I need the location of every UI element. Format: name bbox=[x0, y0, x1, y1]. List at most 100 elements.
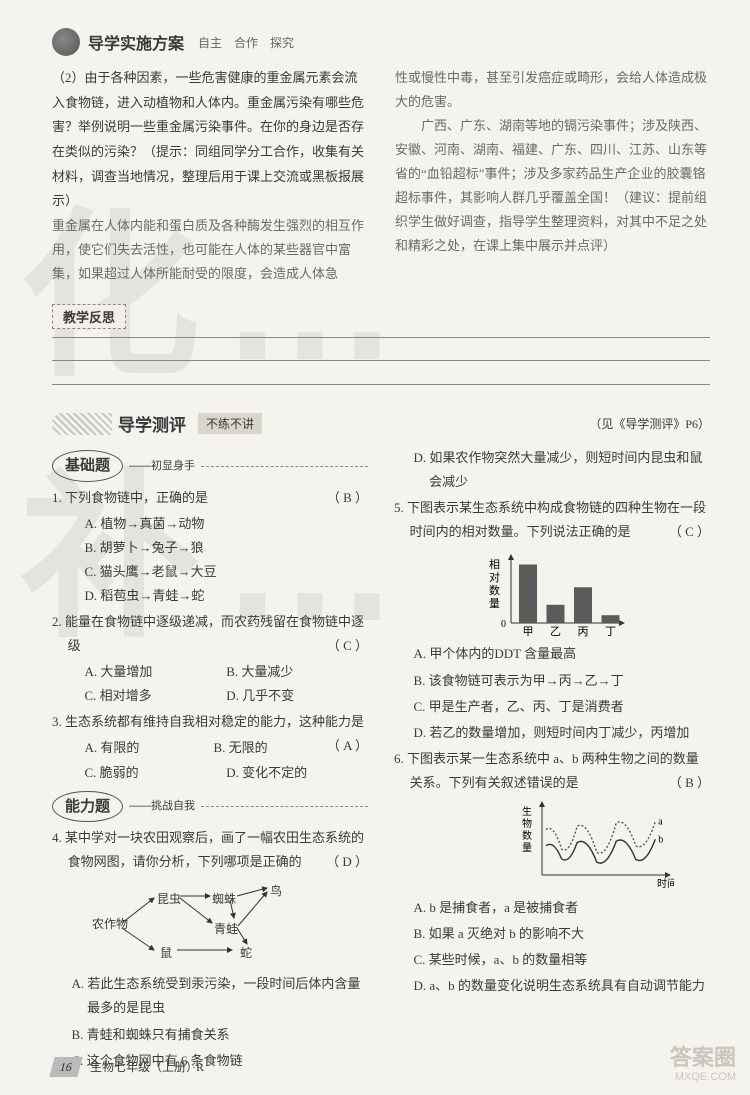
svg-text:时间: 时间 bbox=[657, 877, 674, 890]
banner-ref: （见《导学测评》P6） bbox=[589, 415, 710, 432]
q5-bar-chart: 相对数量0 甲 乙 丙 丁 bbox=[477, 548, 627, 638]
top-right-note2: 广西、广东、湖南等地的镉污染事件；涉及陕西、安徽、河南、湖南、福建、广东、四川、… bbox=[395, 114, 710, 258]
svg-text:数: 数 bbox=[522, 829, 532, 842]
q3-opt-c: C. 脆弱的 bbox=[85, 761, 227, 785]
reflect-line-1 bbox=[52, 337, 710, 361]
group-ability-header: 能力题 ——挑战自我 bbox=[52, 791, 368, 823]
q2-answer: （ C ） bbox=[342, 634, 368, 658]
q5-opt-d: D. 若乙的数量增加，则短时间内丁减少，丙增加 bbox=[414, 721, 711, 745]
q5-opts: A. 甲个体内的DDT 含量最高 B. 该食物链可表示为甲→丙→乙→丁 C. 甲… bbox=[394, 642, 710, 744]
right-col: D. 如果农作物突然大量减少，则短时间内昆虫和鼠会减少 5. 下图表示某生态系统… bbox=[394, 444, 710, 1074]
q3-opt-d: D. 变化不定的 bbox=[226, 761, 368, 785]
svg-text:对: 对 bbox=[489, 570, 500, 584]
group-ability-sub: ——挑战自我 bbox=[129, 796, 195, 816]
svg-text:乙: 乙 bbox=[550, 625, 561, 638]
corner-logo-small: MXQE.COM bbox=[670, 1071, 736, 1084]
line-chart-svg: 生物数量时间 ab bbox=[514, 797, 674, 892]
top-left-note: 重金属在人体内能和蛋白质及各种酶发生强烈的相互作用，使它们失去活性，也可能在人体… bbox=[52, 214, 367, 286]
group-basic-title: 基础题 bbox=[52, 450, 123, 482]
q4-opt-a: A. 若此生态系统受到汞污染，一段时间后体内含量最多的是昆虫 bbox=[72, 972, 369, 1020]
svg-text:0: 0 bbox=[501, 619, 506, 630]
group-basic-sub: ——初显身手 bbox=[129, 456, 195, 476]
svg-text:物: 物 bbox=[522, 817, 532, 830]
group-basic-header: 基础题 ——初显身手 bbox=[52, 450, 368, 482]
q3-stem: 3. 生态系统都有维持自我相对稳定的能力，这种能力是 （ A ） bbox=[52, 710, 368, 734]
page-number: 16 bbox=[49, 1057, 82, 1077]
q2-text: 2. 能量在食物链中逐级递减，而农药残留在食物链中逐级 bbox=[52, 614, 364, 653]
q1-text: 1. 下列食物链中，正确的是 bbox=[52, 490, 208, 505]
banner-title: 导学测评 bbox=[118, 411, 186, 436]
q6-answer: （ B ） bbox=[684, 771, 710, 795]
q6-opt-b: B. 如果 a 灭绝对 b 的影响不大 bbox=[414, 922, 711, 946]
banner-deco-icon bbox=[52, 413, 112, 435]
header-title: 导学实施方案 bbox=[88, 30, 184, 54]
top-right-note1: 性或慢性中毒，甚至引发癌症或畸形，会给人体造成极大的危害。 bbox=[395, 66, 710, 114]
q1-opts: A. 植物→真菌→动物 B. 胡萝卜→兔子→狼 C. 猫头鹰→老鼠→大豆 D. … bbox=[52, 512, 368, 608]
web-node-frog: 青蛙 bbox=[214, 918, 238, 940]
svg-text:量: 量 bbox=[522, 842, 532, 854]
q6-opt-d: D. a、b 的数量变化说明生态系统具有自动调节能力 bbox=[414, 974, 711, 998]
q4-text: 4. 某中学对一块农田观察后，画了一幅农田生态系统的食物网图，请你分析，下列哪项… bbox=[52, 830, 364, 869]
svg-text:b: b bbox=[658, 834, 663, 845]
header-subtitle: 自主 合作 探究 bbox=[198, 34, 294, 51]
q4-stem: 4. 某中学对一块农田观察后，画了一幅农田生态系统的食物网图，请你分析，下列哪项… bbox=[52, 826, 368, 874]
dash-icon-2 bbox=[201, 806, 368, 807]
q5-text: 5. 下图表示某生态系统中构成食物链的四种生物在一段时间内的相对数量。下列说法正… bbox=[394, 500, 706, 539]
q6-line-chart: 生物数量时间 ab bbox=[514, 797, 674, 892]
web-node-mouse: 鼠 bbox=[160, 942, 172, 964]
q5-opt-c: C. 甲是生产者，乙、丙、丁是消费者 bbox=[414, 695, 711, 719]
q5-opt-a: A. 甲个体内的DDT 含量最高 bbox=[414, 642, 711, 666]
q6-opt-c: C. 某些时候，a、b 的数量相等 bbox=[414, 948, 711, 972]
corner-logo-big: 答案圈 bbox=[670, 1045, 736, 1071]
q5-opt-b: B. 该食物链可表示为甲→丙→乙→丁 bbox=[414, 669, 711, 693]
svg-text:丁: 丁 bbox=[605, 626, 616, 638]
corner-logo: 答案圈 MXQE.COM bbox=[670, 1045, 736, 1085]
top-left-col: （2）由于各种因素，一些危害健康的重金属元素会流入食物链，进入动植物和人体内。重… bbox=[52, 66, 367, 286]
q4-opt-d: D. 如果农作物突然大量减少，则短时间内昆虫和鼠会减少 bbox=[414, 446, 711, 494]
web-node-insect: 昆虫 bbox=[157, 888, 181, 910]
top-right-col: 性或慢性中毒，甚至引发癌症或畸形，会给人体造成极大的危害。 广西、广东、湖南等地… bbox=[395, 66, 710, 286]
section-banner: 导学测评 不练不讲 （见《导学测评》P6） bbox=[52, 411, 710, 436]
q4-answer: （ D ） bbox=[342, 850, 368, 874]
web-node-bird: 鸟 bbox=[270, 880, 282, 902]
q1-stem: 1. 下列食物链中，正确的是 （ B ） bbox=[52, 486, 368, 510]
banner-sub: 不练不讲 bbox=[198, 413, 262, 434]
header-icon bbox=[52, 28, 80, 56]
left-col: 基础题 ——初显身手 1. 下列食物链中，正确的是 （ B ） A. 植物→真菌… bbox=[52, 444, 368, 1074]
page-header: 导学实施方案 自主 合作 探究 bbox=[52, 28, 710, 56]
q2-stem: 2. 能量在食物链中逐级递减，而农药残留在食物链中逐级 （ C ） bbox=[52, 610, 368, 658]
q3-text: 3. 生态系统都有维持自我相对稳定的能力，这种能力是 bbox=[52, 714, 364, 729]
q2-opt-d: D. 几乎不变 bbox=[226, 684, 368, 708]
svg-text:丙: 丙 bbox=[578, 626, 589, 638]
q3-answer: （ A ） bbox=[342, 734, 368, 758]
web-node-snake: 蛇 bbox=[240, 942, 252, 964]
q3-opt-b: B. 无限的 bbox=[213, 736, 342, 760]
q4-opt-d-wrap: D. 如果农作物突然大量减少，则短时间内昆虫和鼠会减少 bbox=[394, 446, 710, 494]
footer-text: 生物七年级（上册）·R bbox=[90, 1058, 204, 1075]
q2-opts: A. 大量增加B. 大量减少 C. 相对增多D. 几乎不变 bbox=[52, 660, 368, 708]
page-container: 导学实施方案 自主 合作 探究 （2）由于各种因素，一些危害健康的重金属元素会流… bbox=[0, 0, 750, 1095]
q6-text: 6. 下图表示某一生态系统中 a、b 两种生物之间的数量关系。下列有关叙述错误的… bbox=[394, 751, 699, 790]
q1-opt-b: B. 胡萝卜→兔子→狼 bbox=[85, 536, 369, 560]
svg-text:生: 生 bbox=[522, 805, 532, 818]
svg-text:数: 数 bbox=[489, 584, 500, 597]
svg-text:a: a bbox=[658, 816, 663, 827]
reflect-line-2 bbox=[52, 361, 710, 385]
q1-opt-a: A. 植物→真菌→动物 bbox=[85, 512, 369, 536]
bar-chart-svg: 相对数量0 甲 乙 丙 丁 bbox=[477, 548, 627, 638]
q6-stem: 6. 下图表示某一生态系统中 a、b 两种生物之间的数量关系。下列有关叙述错误的… bbox=[394, 747, 710, 795]
q2-opt-a: A. 大量增加 bbox=[85, 660, 227, 684]
svg-text:相: 相 bbox=[489, 558, 500, 571]
top-columns: （2）由于各种因素，一些危害健康的重金属元素会流入食物链，进入动植物和人体内。重… bbox=[52, 66, 710, 286]
dash-icon bbox=[201, 466, 368, 467]
q3-opt-a: A. 有限的 bbox=[85, 736, 214, 760]
web-node-crop: 农作物 bbox=[92, 913, 128, 935]
q5-answer: （ C ） bbox=[684, 520, 710, 544]
food-web-diagram: 农作物 昆虫 蜘蛛 鼠 青蛙 鸟 蛇 bbox=[92, 878, 292, 968]
svg-text:量: 量 bbox=[489, 597, 500, 610]
web-node-spider: 蜘蛛 bbox=[212, 888, 236, 910]
svg-text:甲: 甲 bbox=[523, 626, 534, 638]
q5-stem: 5. 下图表示某生态系统中构成食物链的四种生物在一段时间内的相对数量。下列说法正… bbox=[394, 496, 710, 544]
reflect-label: 教学反思 bbox=[52, 304, 126, 329]
q1-answer: （ B ） bbox=[342, 486, 368, 510]
